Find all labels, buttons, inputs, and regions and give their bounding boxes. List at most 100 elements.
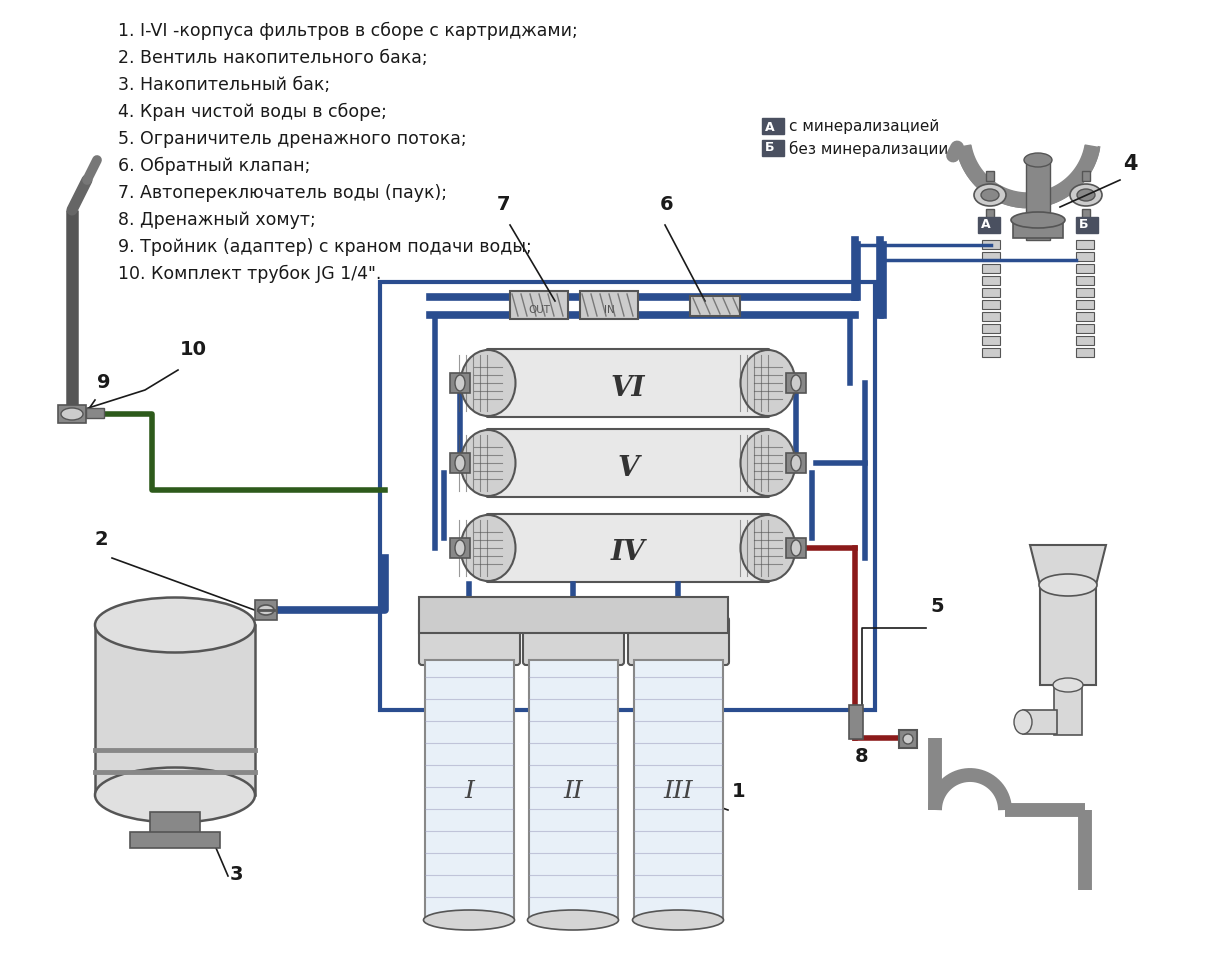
Text: 8. Дренажный хомут;: 8. Дренажный хомут;	[118, 211, 315, 229]
Text: с минерализацией: с минерализацией	[789, 119, 940, 134]
Ellipse shape	[791, 455, 801, 471]
Text: 6. Обратный клапан;: 6. Обратный клапан;	[118, 157, 310, 175]
Text: 10. Комплект трубок JG 1/4".: 10. Комплект трубок JG 1/4".	[118, 265, 382, 283]
Bar	[1076, 336, 1094, 345]
Bar	[899, 730, 917, 748]
Ellipse shape	[460, 350, 516, 416]
Text: IV: IV	[611, 540, 645, 567]
Bar	[982, 312, 1000, 321]
Bar	[762, 140, 784, 156]
Ellipse shape	[904, 734, 913, 744]
Ellipse shape	[1070, 184, 1102, 206]
Ellipse shape	[259, 605, 274, 615]
Bar	[762, 118, 784, 134]
Text: 6: 6	[660, 195, 674, 214]
Ellipse shape	[1039, 574, 1097, 596]
Text: Б: Б	[765, 141, 774, 154]
Ellipse shape	[633, 910, 724, 930]
Bar	[150, 812, 201, 834]
Bar	[982, 336, 1000, 345]
Text: 4. Кран чистой воды в сборе;: 4. Кран чистой воды в сборе;	[118, 103, 387, 121]
Bar	[1082, 171, 1090, 181]
FancyBboxPatch shape	[486, 349, 769, 417]
Bar	[1076, 324, 1094, 333]
Text: Б: Б	[1079, 218, 1088, 231]
Bar	[255, 600, 277, 620]
Ellipse shape	[1011, 212, 1065, 228]
Bar	[425, 660, 513, 918]
Text: OUT: OUT	[528, 305, 550, 315]
Bar	[95, 625, 255, 795]
Text: 1: 1	[732, 782, 745, 801]
Text: II: II	[563, 780, 583, 803]
Bar	[690, 296, 741, 316]
Bar	[986, 171, 994, 181]
FancyBboxPatch shape	[486, 514, 769, 582]
Ellipse shape	[741, 515, 796, 581]
Bar	[1023, 710, 1057, 734]
Text: 4: 4	[1123, 154, 1138, 174]
Bar	[982, 276, 1000, 285]
Text: VI: VI	[611, 375, 645, 402]
Text: 7: 7	[496, 195, 511, 214]
Bar	[982, 300, 1000, 309]
Text: А: А	[765, 121, 774, 134]
Ellipse shape	[95, 767, 255, 823]
Bar	[978, 217, 1000, 233]
Ellipse shape	[455, 455, 465, 471]
Ellipse shape	[1078, 189, 1094, 201]
Bar	[1076, 348, 1094, 357]
Text: без минерализации: без минерализации	[789, 141, 948, 157]
Ellipse shape	[424, 910, 515, 930]
Bar	[786, 453, 806, 473]
Text: 7. Автопереключатель воды (паук);: 7. Автопереключатель воды (паук);	[118, 184, 447, 202]
Text: 5. Ограничитель дренажного потока;: 5. Ограничитель дренажного потока;	[118, 130, 466, 148]
Text: 2. Вентиль накопительного бака;: 2. Вентиль накопительного бака;	[118, 49, 428, 67]
Bar	[58, 405, 86, 423]
Bar	[849, 705, 863, 739]
Text: III: III	[663, 780, 693, 803]
Bar	[529, 660, 618, 918]
Bar	[786, 373, 806, 393]
Bar	[1076, 300, 1094, 309]
Bar	[1076, 312, 1094, 321]
Text: 2: 2	[95, 530, 109, 549]
Ellipse shape	[791, 540, 801, 556]
Bar	[1040, 585, 1096, 685]
Text: А: А	[981, 218, 991, 231]
Polygon shape	[1030, 545, 1107, 585]
Bar	[86, 408, 104, 418]
Text: 3. Накопительный бак;: 3. Накопительный бак;	[118, 76, 330, 94]
Ellipse shape	[95, 597, 255, 652]
Bar	[634, 660, 724, 918]
Bar	[1076, 240, 1094, 249]
Ellipse shape	[460, 515, 516, 581]
Bar	[982, 264, 1000, 273]
Ellipse shape	[455, 540, 465, 556]
Bar	[1076, 252, 1094, 261]
Bar	[1026, 160, 1050, 240]
Bar	[130, 832, 220, 848]
Text: 5: 5	[930, 597, 943, 616]
Bar	[1055, 685, 1082, 735]
Text: 8: 8	[855, 747, 869, 766]
Text: 9. Тройник (адаптер) с краном подачи воды;: 9. Тройник (адаптер) с краном подачи вод…	[118, 238, 532, 256]
FancyBboxPatch shape	[628, 617, 728, 665]
Bar	[451, 453, 470, 473]
Text: I: I	[464, 780, 474, 803]
Ellipse shape	[1053, 678, 1084, 692]
Ellipse shape	[791, 375, 801, 391]
Bar	[451, 373, 470, 393]
Ellipse shape	[60, 408, 83, 420]
Ellipse shape	[528, 910, 618, 930]
Bar	[419, 597, 728, 633]
Bar	[381, 282, 875, 710]
Bar	[1076, 276, 1094, 285]
FancyBboxPatch shape	[523, 617, 625, 665]
Bar	[786, 538, 806, 558]
Text: 1. I-VI -корпуса фильтров в сборе с картриджами;: 1. I-VI -корпуса фильтров в сборе с карт…	[118, 22, 577, 40]
FancyBboxPatch shape	[486, 429, 769, 497]
Bar	[1076, 217, 1098, 233]
Bar	[986, 209, 994, 219]
Text: IN: IN	[604, 305, 615, 315]
